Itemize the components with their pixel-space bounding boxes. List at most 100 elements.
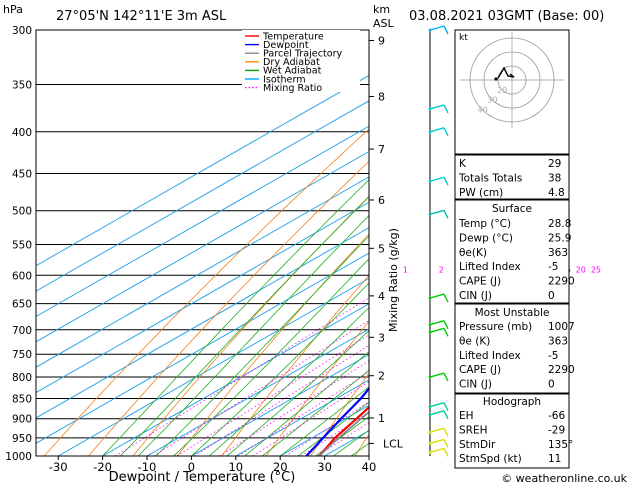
legend-box <box>242 30 360 92</box>
wind-barb-staff <box>429 438 445 445</box>
table-section-title: Hodograph <box>483 396 541 408</box>
x-tick-label: 40 <box>362 460 377 474</box>
hodograph-trace <box>497 66 515 79</box>
legend-label: Isotherm <box>263 74 306 85</box>
dewpoint-profile <box>305 386 369 456</box>
wind-barb-flag <box>443 25 449 35</box>
wind-barb-dot <box>428 107 432 111</box>
table-row-label: EH <box>459 410 474 422</box>
table-row-value: -5 <box>548 350 558 362</box>
table-row-value: 363 <box>548 247 568 259</box>
mixing-ratio-label: 1 <box>403 265 408 274</box>
x-tick-label: 30 <box>317 460 332 474</box>
pressure-tick-label: 300 <box>12 25 32 37</box>
table-box <box>454 199 570 304</box>
wind-barb-dot <box>428 130 432 134</box>
wind-barb-staff <box>429 427 445 433</box>
wind-barb-dot <box>428 28 432 32</box>
wind-barb-dot <box>428 405 432 409</box>
table-row-value: 363 <box>548 335 568 347</box>
km-unit-label: km <box>373 3 390 16</box>
wind-barb-dot <box>428 451 432 454</box>
x-tick-label: 10 <box>228 460 243 474</box>
isotherm-line <box>36 201 369 394</box>
skewt-plot: 3003504004505005506006507007508008509009… <box>5 25 601 474</box>
pressure-tick-label: 550 <box>12 239 32 251</box>
temperature-profile <box>318 405 369 456</box>
dry-adiabat-line <box>310 372 369 456</box>
mixing-ratio-line <box>252 381 369 456</box>
pressure-tick-label: 700 <box>12 325 32 337</box>
table-row-label: Pressure (mb) <box>459 321 532 333</box>
wind-barb-dot <box>428 296 432 300</box>
table-row-value: -29 <box>548 424 565 436</box>
table-box <box>454 393 570 469</box>
location-title: 27°05'N 142°11'E 3m ASL <box>56 9 227 24</box>
wind-barb-flag <box>443 410 449 420</box>
isotherm-line <box>36 125 369 317</box>
isotherm-line <box>146 328 369 456</box>
isotherm-line <box>36 176 369 368</box>
dry-adiabat-line <box>132 195 369 456</box>
pressure-tick-label: 450 <box>12 168 32 180</box>
table-row-value: 2290 <box>548 276 575 288</box>
table-row-label: StmDir <box>459 439 496 451</box>
wind-barb-dot <box>428 330 432 334</box>
table-row-label: CAPE (J) <box>459 364 501 376</box>
wet-adiabat-line <box>191 282 369 456</box>
pressure-tick-label: 350 <box>12 80 32 92</box>
wind-barb-staff <box>429 447 445 454</box>
table-row-value: 38 <box>548 172 561 184</box>
table-section-title: Most Unstable <box>475 307 550 319</box>
mixing-ratio-line <box>317 421 369 456</box>
wind-barb-dot <box>428 179 432 183</box>
wind-barb-staff <box>429 320 445 326</box>
km-tick-label: 4 <box>378 290 385 303</box>
table-row-label: Temp (°C) <box>458 218 511 230</box>
table-row-label: PW (cm) <box>459 187 503 199</box>
legend-label: Parcel Trajectory <box>263 49 343 60</box>
wind-barb-flag <box>443 402 449 412</box>
wind-barb-flag <box>443 293 449 303</box>
km-tick-label: 1 <box>378 412 385 425</box>
mixing-ratio-line <box>300 411 369 456</box>
table-row-label: θe (K) <box>459 335 490 347</box>
table-row-label: SREH <box>459 424 488 436</box>
wet-adiabat-line <box>297 401 369 456</box>
table-section-title: Surface <box>492 203 532 215</box>
mixing-ratio-line <box>237 371 369 456</box>
table-row-label: Totals Totals <box>458 172 522 184</box>
dry-adiabat-line <box>221 274 369 456</box>
x-tick-label: 0 <box>188 460 195 474</box>
x-tick-label: -20 <box>93 460 112 474</box>
wet-adiabat-line <box>226 330 369 456</box>
wind-barb-staff <box>429 372 445 378</box>
wet-adiabat-line <box>279 386 369 456</box>
table-row-value: 11 <box>548 453 561 465</box>
copyright-text: © weatheronline.co.uk <box>501 472 627 485</box>
wind-barb-flag <box>443 176 449 186</box>
wet-adiabat-line <box>155 235 369 456</box>
legend-label: Mixing Ratio <box>263 83 322 94</box>
table-row-value: 4.8 <box>548 187 565 199</box>
mixing-ratio-label: 2 <box>439 265 444 274</box>
datetime-title: 03.08.2021 03GMT (Base: 00) <box>409 9 604 24</box>
hpa-unit-label: hPa <box>3 3 23 16</box>
km-tick-label: 5 <box>378 242 385 255</box>
mixing-ratio-label: 25 <box>591 265 601 274</box>
pressure-tick-label: 900 <box>12 414 32 426</box>
table-row-value: 25.9 <box>548 232 571 244</box>
axis-labels: 3003504004505005506006507007508008509009… <box>5 25 376 474</box>
wind-barb-dot <box>428 375 432 379</box>
km-tick-label: 8 <box>378 90 385 103</box>
mixing-ratio-line <box>153 320 369 456</box>
wet-adiabat-line <box>244 351 369 456</box>
pressure-tick-label: 800 <box>12 372 32 384</box>
x-tick-label: -30 <box>49 460 68 474</box>
table-row-label: Lifted Index <box>459 261 521 273</box>
wind-barb-flag <box>443 448 449 457</box>
wind-barb-flag <box>443 104 449 114</box>
x-tick-label: -10 <box>138 460 157 474</box>
